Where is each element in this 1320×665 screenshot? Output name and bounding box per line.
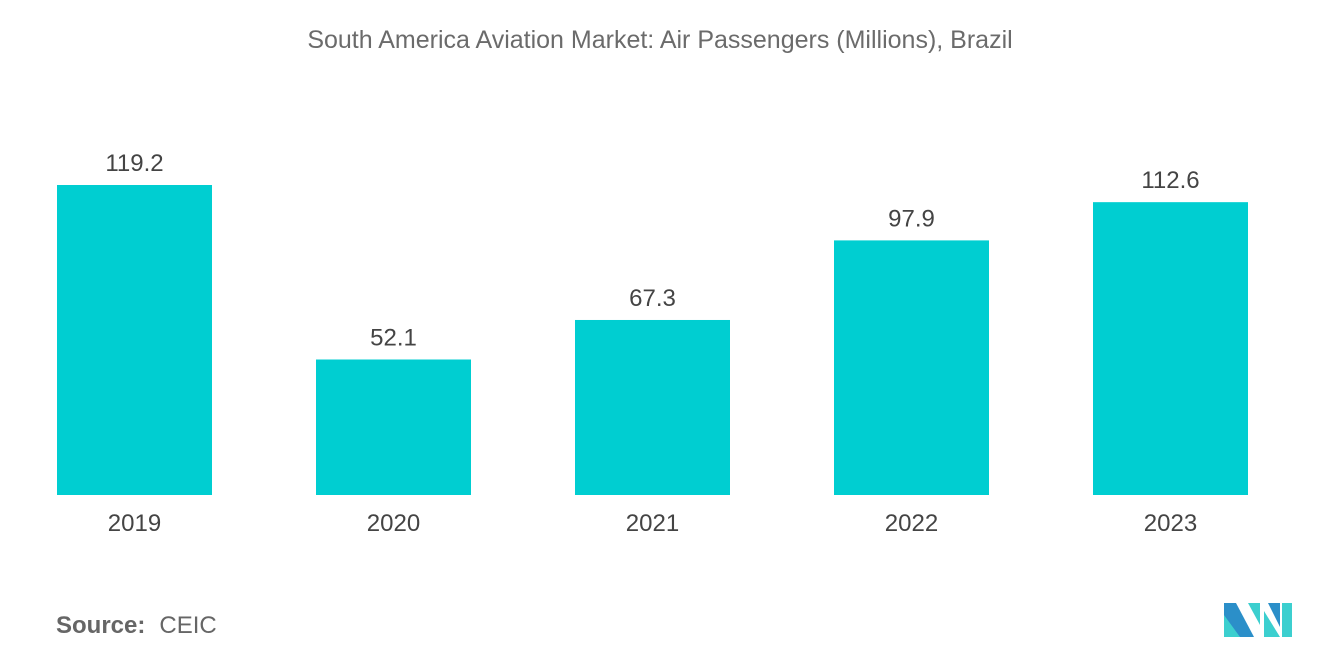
x-tick-label-2019: 2019 — [108, 510, 161, 537]
bar-2021 — [575, 319, 730, 495]
source-label: Source: — [56, 612, 146, 639]
data-label-2021: 67.3 — [629, 285, 676, 312]
x-tick-label-2023: 2023 — [1144, 510, 1197, 537]
data-label-2023: 112.6 — [1141, 167, 1199, 194]
x-tick-label-2021: 2021 — [626, 510, 679, 537]
bar-2022 — [834, 240, 989, 495]
mordor-intelligence-logo — [1224, 603, 1292, 637]
data-label-2019: 119.2 — [105, 150, 163, 177]
x-tick-label-2022: 2022 — [885, 510, 938, 537]
source-value: CEIC — [159, 612, 217, 639]
x-tick-label-2020: 2020 — [367, 510, 420, 537]
data-label-2022: 97.9 — [888, 205, 935, 232]
chart-title: South America Aviation Market: Air Passe… — [307, 26, 1013, 54]
bar-2019 — [57, 185, 212, 495]
bar-2023 — [1093, 202, 1248, 495]
data-label-2020: 52.1 — [370, 325, 417, 352]
bar-2020 — [316, 359, 471, 495]
source-note: Source: CEIC — [56, 612, 217, 640]
